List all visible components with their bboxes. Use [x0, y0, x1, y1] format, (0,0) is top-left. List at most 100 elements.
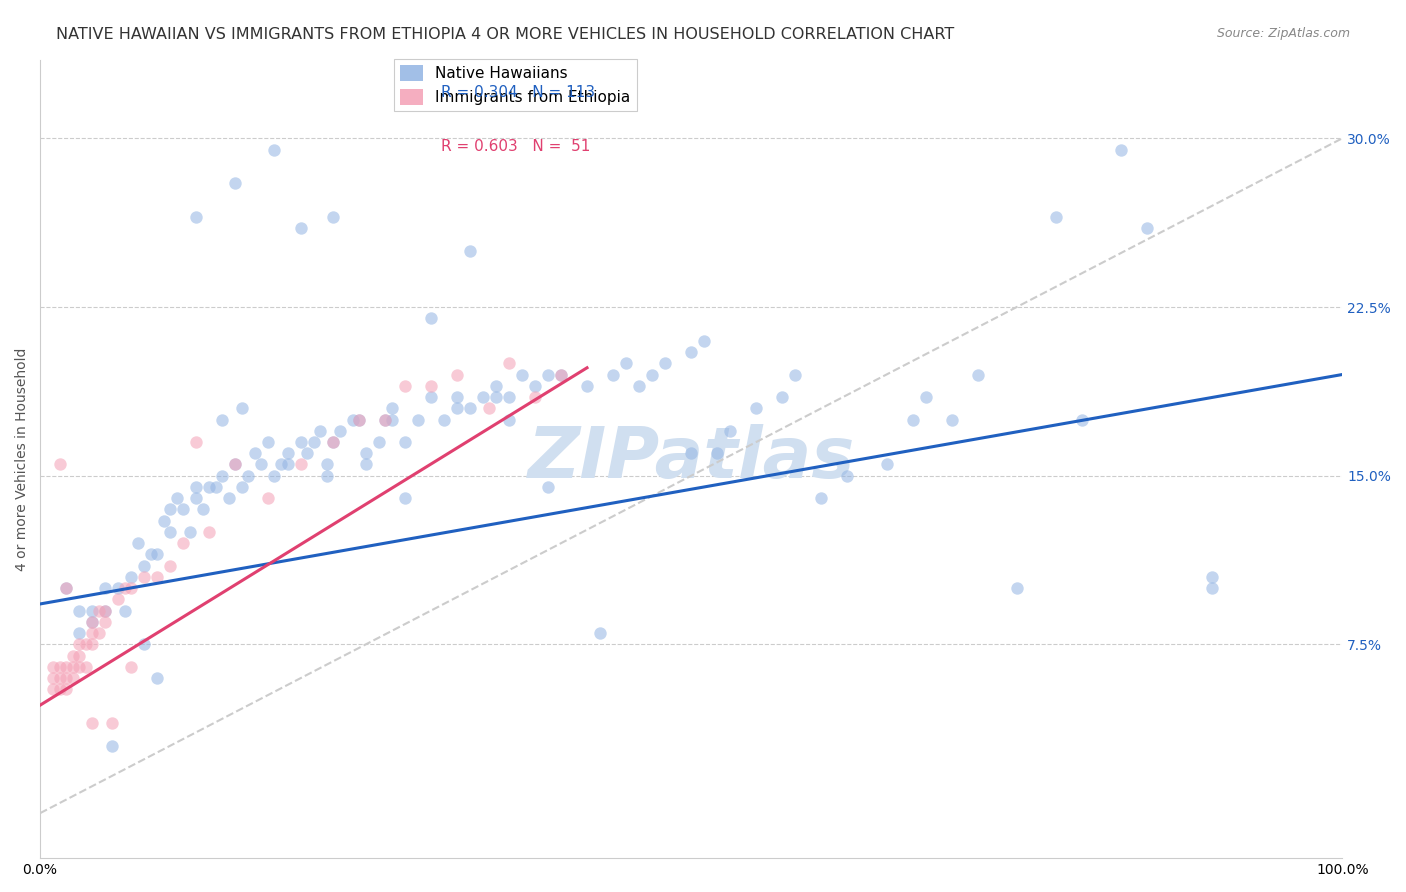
Point: [231, 480, 253, 494]
Point: [329, 424, 352, 438]
Point: [628, 378, 651, 392]
Point: [100, 739, 122, 753]
Point: [67, 604, 90, 618]
Point: [55, 581, 77, 595]
Point: [446, 368, 468, 382]
Point: [134, 637, 156, 651]
Point: [1109, 143, 1132, 157]
Point: [641, 368, 664, 382]
Point: [87, 626, 110, 640]
Point: [471, 390, 494, 404]
Point: [198, 524, 221, 539]
Point: [67, 660, 90, 674]
Point: [224, 177, 246, 191]
Point: [238, 468, 260, 483]
Point: [82, 716, 104, 731]
Point: [458, 244, 481, 258]
Point: [681, 345, 703, 359]
Point: [1070, 412, 1092, 426]
Point: [406, 412, 429, 426]
Y-axis label: 4 or more Vehicles in Household: 4 or more Vehicles in Household: [15, 347, 30, 571]
Point: [107, 581, 129, 595]
Point: [342, 412, 364, 426]
Point: [75, 637, 97, 651]
Point: [94, 604, 117, 618]
Point: [523, 378, 546, 392]
Point: [354, 446, 377, 460]
Point: [224, 458, 246, 472]
Point: [55, 660, 77, 674]
Point: [82, 604, 104, 618]
Point: [224, 458, 246, 472]
Point: [785, 368, 807, 382]
Point: [114, 604, 136, 618]
Point: [82, 637, 104, 651]
Point: [100, 716, 122, 731]
Point: [205, 480, 228, 494]
Point: [458, 401, 481, 416]
Point: [745, 401, 768, 416]
Point: [186, 480, 208, 494]
Point: [498, 390, 520, 404]
Point: [75, 660, 97, 674]
Point: [837, 468, 859, 483]
Point: [257, 435, 280, 450]
Point: [179, 524, 201, 539]
Point: [159, 524, 181, 539]
Point: [42, 671, 65, 685]
Point: [276, 458, 298, 472]
Point: [602, 368, 624, 382]
Point: [706, 446, 728, 460]
Point: [589, 626, 612, 640]
Point: [94, 581, 117, 595]
Point: [263, 143, 285, 157]
Point: [290, 458, 312, 472]
Point: [172, 502, 194, 516]
Point: [186, 435, 208, 450]
Point: [537, 368, 560, 382]
Point: [693, 334, 716, 348]
Point: [82, 615, 104, 629]
Point: [211, 468, 233, 483]
Point: [485, 390, 508, 404]
Point: [1201, 581, 1223, 595]
Point: [146, 570, 169, 584]
Point: [374, 412, 396, 426]
Point: [127, 536, 149, 550]
Point: [309, 424, 332, 438]
Point: [914, 390, 936, 404]
Point: [367, 435, 389, 450]
Point: [67, 626, 90, 640]
Point: [941, 412, 963, 426]
Point: [446, 390, 468, 404]
Point: [394, 378, 416, 392]
Point: [966, 368, 988, 382]
Point: [1005, 581, 1028, 595]
Point: [48, 671, 70, 685]
Point: [257, 491, 280, 506]
Point: [120, 660, 142, 674]
Point: [381, 401, 404, 416]
Point: [537, 480, 560, 494]
Point: [498, 356, 520, 370]
Point: [485, 378, 508, 392]
Point: [276, 446, 298, 460]
Point: [120, 570, 142, 584]
Point: [550, 368, 572, 382]
Point: [681, 446, 703, 460]
Point: [198, 480, 221, 494]
Point: [191, 502, 214, 516]
Point: [381, 412, 404, 426]
Point: [166, 491, 188, 506]
Point: [322, 435, 344, 450]
Point: [322, 210, 344, 224]
Point: [718, 424, 741, 438]
Point: [159, 502, 181, 516]
Point: [614, 356, 637, 370]
Point: [134, 570, 156, 584]
Point: [263, 468, 285, 483]
Point: [295, 446, 318, 460]
Point: [354, 458, 377, 472]
Point: [172, 536, 194, 550]
Text: R = 0.603   N =  51: R = 0.603 N = 51: [441, 139, 591, 154]
